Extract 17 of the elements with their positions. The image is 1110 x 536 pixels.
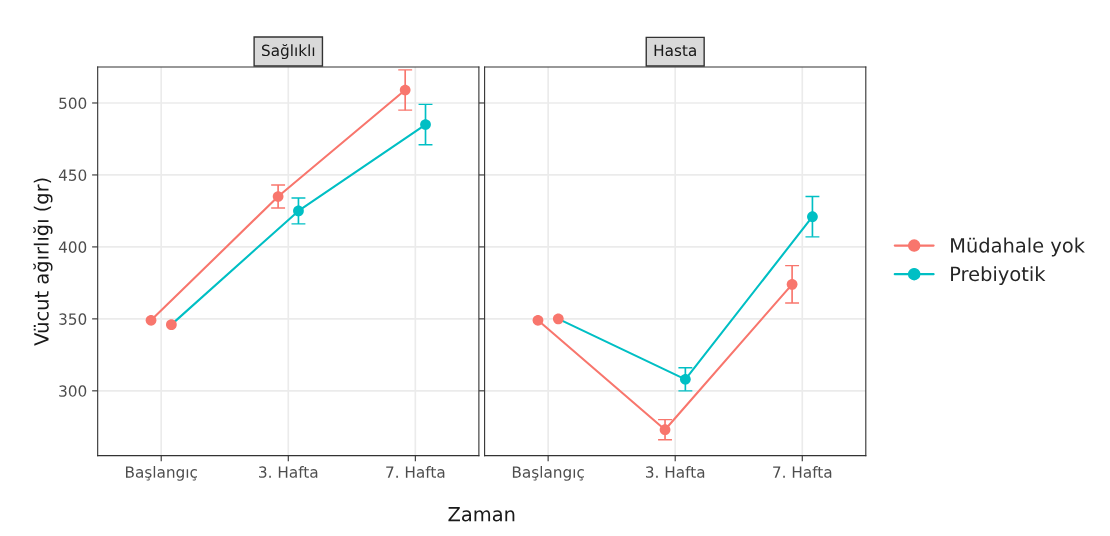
x-tick-label: 7. Hafta: [386, 466, 445, 478]
x-tick-label: Başlangıç: [125, 466, 197, 481]
y-tick-label: 350: [59, 313, 87, 325]
legend-label: Müdahale yok: [951, 237, 1085, 257]
y-tick-label: 450: [58, 169, 87, 181]
x-tick-label: Başlangıç: [512, 466, 584, 481]
y-tick-label: 500: [59, 97, 87, 109]
legend-label: Prebiyotik: [951, 266, 1046, 285]
chart-title: Sağlıklı: [262, 43, 315, 60]
y-tick-label: 400: [58, 241, 87, 253]
x-tick-label: 7. Hafta: [773, 466, 832, 478]
x-tick-label: 3. Hafta: [259, 466, 318, 478]
y-axis-title: Vücut ağırlığı (gr): [33, 178, 53, 346]
x-tick-label: 3. Hafta: [645, 466, 705, 478]
chart-title: Hasta: [654, 44, 696, 57]
x-axis-title: Zaman: [448, 507, 515, 522]
y-tick-label: 300: [59, 385, 87, 397]
